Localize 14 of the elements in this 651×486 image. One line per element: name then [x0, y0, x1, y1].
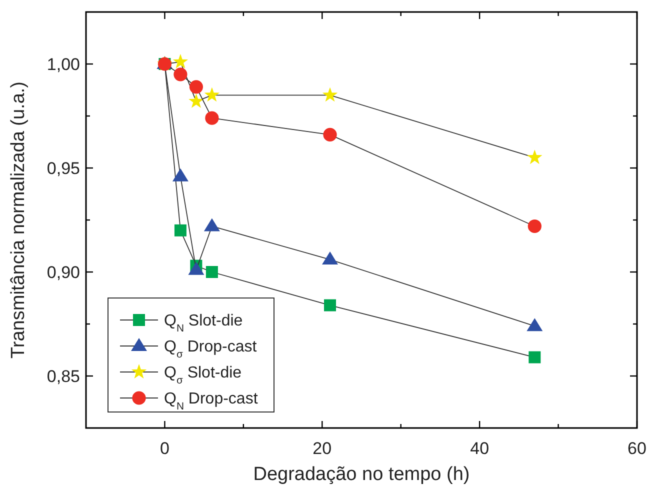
x-tick-label: 0: [160, 439, 170, 458]
legend-label: Q$_{N}$ Slot-die: [164, 312, 243, 334]
legend-label: Q$_{σ}$ Drop-cast: [164, 338, 258, 360]
x-tick-label: 60: [628, 439, 646, 458]
y-tick-label: 0,95: [46, 158, 80, 178]
y-tick-label: 0,90: [46, 262, 80, 282]
legend-label: Q$_{σ}$ Slot-die: [164, 364, 242, 386]
y-tick-label: 1,00: [46, 54, 80, 74]
y-axis-title: Transmitância normalizada (u.a.): [8, 81, 29, 359]
x-tick-label: 20: [312, 439, 332, 458]
x-axis-title: Degradação no tempo (h): [253, 464, 470, 485]
legend-label: Q$_{N}$ Drop-cast: [164, 390, 258, 412]
y-tick-label: 0,85: [46, 366, 80, 386]
x-tick-label: 40: [470, 439, 490, 458]
